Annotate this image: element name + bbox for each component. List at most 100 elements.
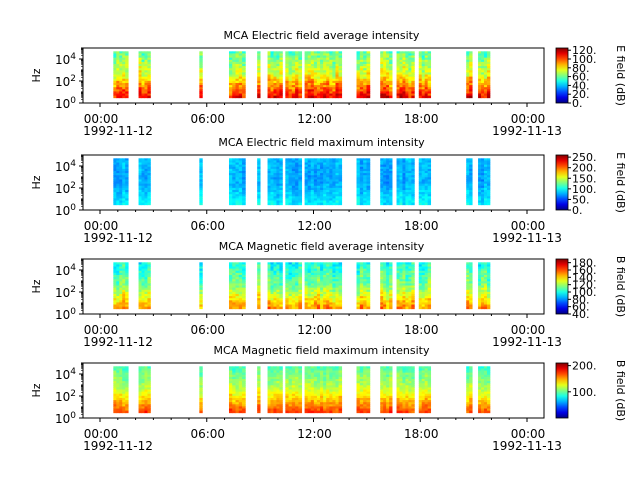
colorbar-tick-label: 0. bbox=[572, 97, 583, 110]
colorbar-tick-label: 50. bbox=[572, 193, 590, 206]
colorbar-tick-label: 180. bbox=[572, 257, 597, 270]
colorbar-tick-label: 200. bbox=[572, 360, 597, 373]
data-interval bbox=[285, 51, 303, 99]
x-tick-label: 00:00 bbox=[511, 323, 546, 337]
colorbar-tick-label: 140. bbox=[572, 271, 597, 284]
data-interval bbox=[257, 262, 261, 310]
colorbar bbox=[555, 47, 569, 104]
colorbar-tick-label: 20. bbox=[572, 88, 590, 101]
y-tick-label: 104 bbox=[55, 52, 76, 67]
y-tick-label: 100 bbox=[55, 411, 76, 426]
colorbar-tick-label: 100. bbox=[572, 53, 597, 66]
data-interval bbox=[478, 158, 491, 206]
y-tick-label: 102 bbox=[55, 389, 76, 404]
data-interval bbox=[396, 366, 415, 414]
data-interval bbox=[380, 158, 393, 206]
y-axis-label: Hz bbox=[30, 175, 43, 189]
x-tick-label: 18:00 bbox=[404, 112, 439, 126]
data-interval bbox=[257, 366, 261, 414]
colorbar-tick-label: 250. bbox=[572, 151, 597, 164]
data-interval bbox=[356, 366, 371, 414]
colorbar-label: E field (dB) bbox=[614, 45, 627, 106]
panel-title: MCA Magnetic field average intensity bbox=[219, 240, 425, 253]
x-tick-label: 12:00 bbox=[297, 427, 332, 441]
y-axis-label: Hz bbox=[30, 383, 43, 397]
data-interval bbox=[113, 51, 129, 99]
colorbar-tick-label: 150. bbox=[572, 172, 597, 185]
x-tick-label: 12:00 bbox=[297, 112, 332, 126]
y-axis-label: Hz bbox=[30, 279, 43, 293]
x-date-label: 1992-11-12 bbox=[83, 124, 153, 138]
data-interval bbox=[418, 366, 432, 414]
data-interval bbox=[304, 51, 343, 99]
x-tick-label: 00:00 bbox=[84, 323, 119, 337]
x-tick-label: 06:00 bbox=[190, 427, 225, 441]
colorbar-tick-label: 40. bbox=[572, 79, 590, 92]
data-interval bbox=[418, 158, 432, 206]
data-interval bbox=[356, 262, 371, 310]
colorbar-tick-label: 200. bbox=[572, 162, 597, 175]
data-interval bbox=[418, 262, 432, 310]
colorbar-tick-label: 60. bbox=[572, 301, 590, 314]
data-interval bbox=[466, 262, 473, 310]
colorbar-tick-label: 0. bbox=[572, 204, 583, 217]
data-interval bbox=[199, 51, 203, 99]
x-tick-label: 00:00 bbox=[84, 427, 119, 441]
data-interval bbox=[267, 51, 283, 99]
y-tick-label: 104 bbox=[55, 367, 76, 382]
colorbar-tick-label: 120. bbox=[572, 44, 597, 57]
x-tick-label: 18:00 bbox=[404, 219, 439, 233]
x-tick-label: 00:00 bbox=[511, 112, 546, 126]
x-tick-label: 06:00 bbox=[190, 112, 225, 126]
x-date-label: 1992-11-13 bbox=[492, 231, 562, 245]
data-interval bbox=[138, 51, 151, 99]
x-date-label: 1992-11-13 bbox=[492, 124, 562, 138]
data-interval bbox=[257, 158, 261, 206]
data-interval bbox=[466, 51, 473, 99]
data-interval bbox=[380, 51, 393, 99]
x-tick-label: 06:00 bbox=[190, 323, 225, 337]
y-axis-label: Hz bbox=[30, 68, 43, 82]
panel-title: MCA Magnetic field maximum intensity bbox=[214, 344, 430, 357]
data-interval bbox=[138, 158, 151, 206]
data-interval bbox=[138, 366, 151, 414]
x-date-label: 1992-11-12 bbox=[83, 335, 153, 349]
y-tick-label: 104 bbox=[55, 159, 76, 174]
data-interval bbox=[138, 262, 151, 310]
x-tick-label: 00:00 bbox=[84, 112, 119, 126]
y-tick-label: 102 bbox=[55, 181, 76, 196]
colorbar-tick-label: 100. bbox=[572, 286, 597, 299]
data-interval bbox=[199, 158, 203, 206]
x-tick-label: 18:00 bbox=[404, 323, 439, 337]
colorbar-tick-label: 160. bbox=[572, 264, 597, 277]
panel-title: MCA Electric field average intensity bbox=[224, 29, 420, 42]
x-tick-label: 12:00 bbox=[297, 219, 332, 233]
x-date-label: 1992-11-13 bbox=[492, 439, 562, 453]
data-interval bbox=[356, 51, 371, 99]
panel-title: MCA Electric field maximum intensity bbox=[218, 136, 425, 149]
y-tick-label: 100 bbox=[55, 307, 76, 322]
data-interval bbox=[267, 262, 283, 310]
data-interval bbox=[228, 51, 246, 99]
data-interval bbox=[113, 366, 129, 414]
panel-2: MCA Electric field maximum intensity 100 1… bbox=[30, 136, 627, 245]
x-tick-label: 00:00 bbox=[84, 219, 119, 233]
y-tick-label: 102 bbox=[55, 285, 76, 300]
colorbar-tick-label: 40. bbox=[572, 308, 590, 321]
colorbar bbox=[555, 362, 569, 419]
y-tick-label: 100 bbox=[55, 96, 76, 111]
data-interval bbox=[478, 262, 491, 310]
data-interval bbox=[466, 158, 473, 206]
y-tick-label: 102 bbox=[55, 74, 76, 89]
colorbar-label: B field (dB) bbox=[614, 256, 627, 317]
x-tick-label: 18:00 bbox=[404, 427, 439, 441]
data-interval bbox=[380, 366, 393, 414]
x-date-label: 1992-11-12 bbox=[83, 439, 153, 453]
panel-3: MCA Magnetic field average intensity 100 1… bbox=[30, 240, 627, 349]
x-tick-label: 00:00 bbox=[511, 427, 546, 441]
x-tick-label: 00:00 bbox=[511, 219, 546, 233]
data-interval bbox=[396, 262, 415, 310]
data-interval bbox=[478, 51, 491, 99]
data-interval bbox=[267, 366, 283, 414]
